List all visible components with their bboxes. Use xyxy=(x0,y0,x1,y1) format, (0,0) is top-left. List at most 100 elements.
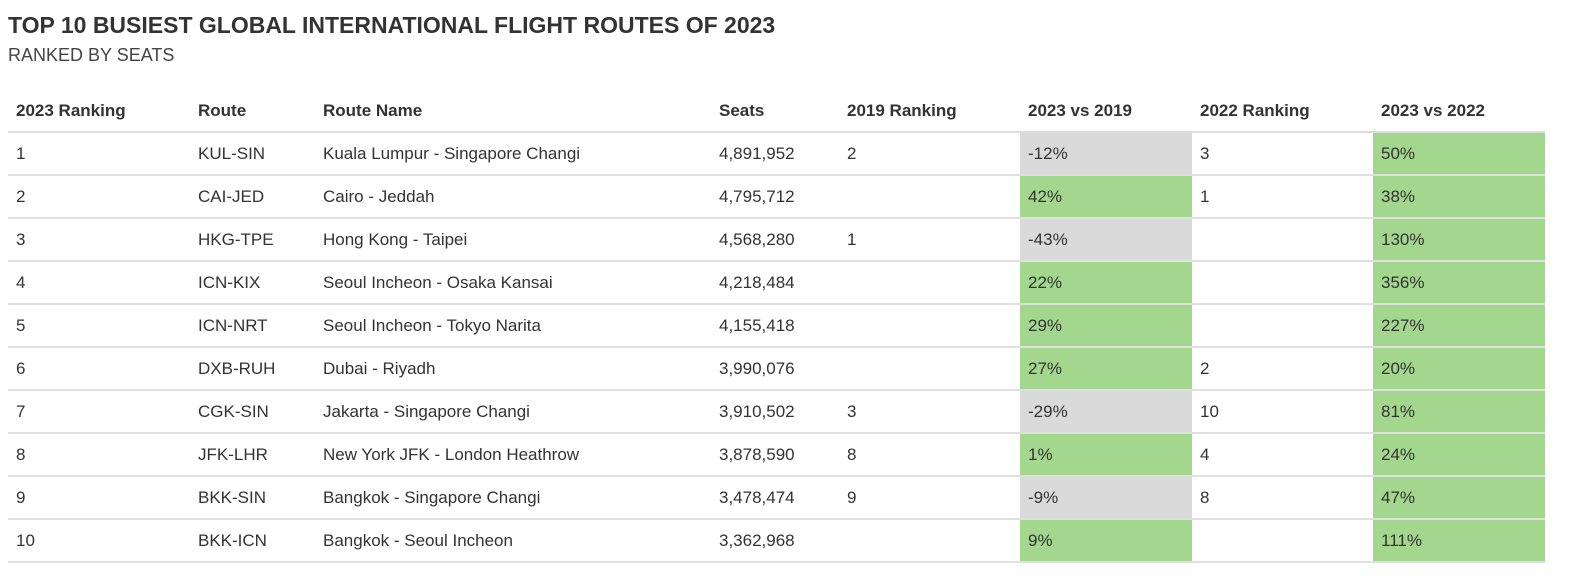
cell-change-vs-2022: 38% xyxy=(1373,175,1545,219)
header-row: 2023 Ranking Route Route Name Seats 2019 Ran… xyxy=(8,90,1545,133)
routes-table: 2023 Ranking Route Route Name Seats 2019 Ran… xyxy=(8,90,1545,563)
cell-seats: 4,795,712 xyxy=(711,175,839,219)
column-header-route-name: Route Name xyxy=(315,90,711,133)
cell-rank-2022: 8 xyxy=(1192,476,1373,520)
cell-rank-2019 xyxy=(839,304,1020,348)
table-row: 2 CAI-JED Cairo - Jeddah 4,795,712 42% 1 38% xyxy=(8,175,1545,219)
cell-route-name: Cairo - Jeddah xyxy=(315,175,711,219)
cell-route-code: CGK-SIN xyxy=(190,390,315,434)
column-header-rank-2022: 2022 Ranking xyxy=(1192,90,1373,133)
cell-rank-2023: 4 xyxy=(8,261,190,305)
table-row: 3 HKG-TPE Hong Kong - Taipei 4,568,280 1 -43%… xyxy=(8,218,1545,262)
cell-change-vs-2019: -12% xyxy=(1020,132,1192,176)
cell-route-code: BKK-SIN xyxy=(190,476,315,520)
cell-route-name: Bangkok - Singapore Changi xyxy=(315,476,711,520)
cell-change-vs-2019: 29% xyxy=(1020,304,1192,348)
cell-rank-2023: 2 xyxy=(8,175,190,219)
cell-rank-2022: 4 xyxy=(1192,433,1373,477)
cell-route-code: KUL-SIN xyxy=(190,132,315,176)
cell-rank-2019: 8 xyxy=(839,433,1020,477)
cell-rank-2019: 3 xyxy=(839,390,1020,434)
cell-route-name: Jakarta - Singapore Changi xyxy=(315,390,711,434)
cell-route-name: Dubai - Riyadh xyxy=(315,347,711,391)
table-row: 9 BKK-SIN Bangkok - Singapore Changi 3,478,… xyxy=(8,476,1545,520)
cell-rank-2019 xyxy=(839,347,1020,391)
cell-seats: 3,910,502 xyxy=(711,390,839,434)
cell-change-vs-2022: 111% xyxy=(1373,519,1545,563)
cell-rank-2022: 1 xyxy=(1192,175,1373,219)
cell-rank-2019 xyxy=(839,519,1020,563)
cell-seats: 3,990,076 xyxy=(711,347,839,391)
page-title: TOP 10 BUSIEST GLOBAL INTERNATIONAL FLIG… xyxy=(8,12,776,38)
cell-change-vs-2022: 24% xyxy=(1373,433,1545,477)
cell-rank-2023: 3 xyxy=(8,218,190,262)
cell-route-code: DXB-RUH xyxy=(190,347,315,391)
cell-route-code: BKK-ICN xyxy=(190,519,315,563)
cell-rank-2023: 6 xyxy=(8,347,190,391)
column-header-change-vs-2022: 2023 vs 2022 xyxy=(1373,90,1545,133)
cell-change-vs-2019: -9% xyxy=(1020,476,1192,520)
cell-rank-2019 xyxy=(839,261,1020,305)
cell-rank-2019: 9 xyxy=(839,476,1020,520)
column-header-route-code: Route xyxy=(190,90,315,133)
cell-seats: 4,891,952 xyxy=(711,132,839,176)
cell-route-name: Hong Kong - Taipei xyxy=(315,218,711,262)
cell-rank-2022 xyxy=(1192,261,1373,305)
cell-change-vs-2019: 42% xyxy=(1020,175,1192,219)
table-row: 5 ICN-NRT Seoul Incheon - Tokyo Narita 4,15… xyxy=(8,304,1545,348)
cell-rank-2023: 8 xyxy=(8,433,190,477)
cell-seats: 4,155,418 xyxy=(711,304,839,348)
cell-seats: 4,218,484 xyxy=(711,261,839,305)
cell-change-vs-2022: 356% xyxy=(1373,261,1545,305)
cell-change-vs-2022: 130% xyxy=(1373,218,1545,262)
cell-route-code: ICN-NRT xyxy=(190,304,315,348)
cell-route-code: CAI-JED xyxy=(190,175,315,219)
cell-rank-2022: 3 xyxy=(1192,132,1373,176)
cell-rank-2022 xyxy=(1192,519,1373,563)
cell-route-name: Bangkok - Seoul Incheon xyxy=(315,519,711,563)
cell-change-vs-2019: -43% xyxy=(1020,218,1192,262)
column-header-rank-2019: 2019 Ranking xyxy=(839,90,1020,133)
cell-change-vs-2022: 50% xyxy=(1373,132,1545,176)
cell-change-vs-2022: 47% xyxy=(1373,476,1545,520)
cell-route-code: JFK-LHR xyxy=(190,433,315,477)
cell-rank-2023: 9 xyxy=(8,476,190,520)
cell-seats: 3,878,590 xyxy=(711,433,839,477)
cell-route-name: Kuala Lumpur - Singapore Changi xyxy=(315,132,711,176)
cell-route-name: Seoul Incheon - Osaka Kansai xyxy=(315,261,711,305)
cell-change-vs-2019: -29% xyxy=(1020,390,1192,434)
cell-rank-2022 xyxy=(1192,218,1373,262)
cell-rank-2023: 7 xyxy=(8,390,190,434)
table-row: 10 BKK-ICN Bangkok - Seoul Incheon 3,362,96… xyxy=(8,519,1545,563)
cell-change-vs-2019: 9% xyxy=(1020,519,1192,563)
table-row: 8 JFK-LHR New York JFK - London Heathrow 3,… xyxy=(8,433,1545,477)
cell-rank-2023: 1 xyxy=(8,132,190,176)
cell-rank-2019: 1 xyxy=(839,218,1020,262)
column-header-change-vs-2019: 2023 vs 2019 xyxy=(1020,90,1192,133)
cell-change-vs-2019: 22% xyxy=(1020,261,1192,305)
cell-seats: 4,568,280 xyxy=(711,218,839,262)
cell-rank-2023: 10 xyxy=(8,519,190,563)
cell-change-vs-2022: 81% xyxy=(1373,390,1545,434)
cell-route-name: Seoul Incheon - Tokyo Narita xyxy=(315,304,711,348)
column-header-seats: Seats xyxy=(711,90,839,133)
cell-change-vs-2019: 27% xyxy=(1020,347,1192,391)
cell-seats: 3,478,474 xyxy=(711,476,839,520)
cell-change-vs-2022: 227% xyxy=(1373,304,1545,348)
table-row: 4 ICN-KIX Seoul Incheon - Osaka Kansai 4,21… xyxy=(8,261,1545,305)
cell-rank-2019 xyxy=(839,175,1020,219)
cell-route-name: New York JFK - London Heathrow xyxy=(315,433,711,477)
cell-change-vs-2019: 1% xyxy=(1020,433,1192,477)
column-header-rank-2023: 2023 Ranking xyxy=(8,90,190,133)
cell-rank-2022: 10 xyxy=(1192,390,1373,434)
cell-route-code: HKG-TPE xyxy=(190,218,315,262)
cell-route-code: ICN-KIX xyxy=(190,261,315,305)
cell-change-vs-2022: 20% xyxy=(1373,347,1545,391)
cell-rank-2019: 2 xyxy=(839,132,1020,176)
table-row: 6 DXB-RUH Dubai - Riyadh 3,990,076 27% 2 20% xyxy=(8,347,1545,391)
cell-rank-2022 xyxy=(1192,304,1373,348)
cell-seats: 3,362,968 xyxy=(711,519,839,563)
cell-rank-2022: 2 xyxy=(1192,347,1373,391)
cell-rank-2023: 5 xyxy=(8,304,190,348)
table-row: 1 KUL-SIN Kuala Lumpur - Singapore Changi 4… xyxy=(8,132,1545,176)
